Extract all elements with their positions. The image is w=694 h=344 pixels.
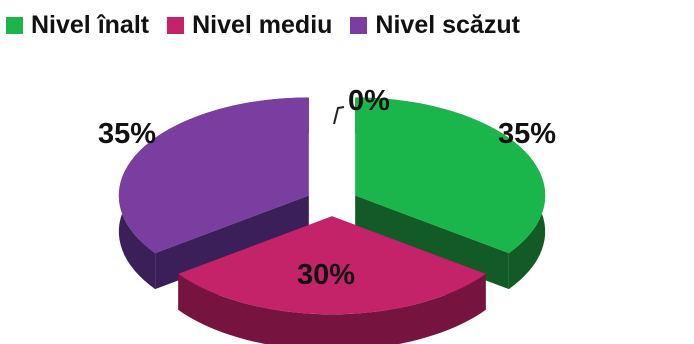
data-label-nivel-inalt: 35% bbox=[498, 118, 556, 150]
legend-swatch-nivel-scazut bbox=[350, 16, 368, 34]
legend-swatch-nivel-inalt bbox=[6, 16, 23, 34]
legend-label-nivel-scazut: Nivel scăzut bbox=[375, 10, 520, 39]
data-label-zero: 0% bbox=[348, 85, 390, 117]
pie-slice-nivel-inalt bbox=[355, 97, 546, 290]
pie-slice-nivel-mediu bbox=[178, 216, 486, 344]
legend-item-nivel-scazut: Nivel scăzut bbox=[350, 11, 520, 40]
legend-label-nivel-mediu: Nivel mediu bbox=[192, 10, 333, 39]
legend-item-nivel-inalt: Nivel înalt bbox=[6, 11, 149, 40]
data-label-nivel-scazut: 35% bbox=[98, 118, 156, 150]
data-label-nivel-mediu: 30% bbox=[297, 259, 355, 291]
legend-label-nivel-inalt: Nivel înalt bbox=[31, 10, 150, 39]
leader-line-zero bbox=[333, 106, 345, 125]
chart-legend: Nivel înalt Nivel mediu Nivel scăzut bbox=[6, 6, 538, 44]
pie-slice-nivel-scazut bbox=[118, 97, 309, 290]
legend-item-nivel-mediu: Nivel mediu bbox=[167, 11, 332, 40]
legend-swatch-nivel-mediu bbox=[167, 16, 185, 34]
